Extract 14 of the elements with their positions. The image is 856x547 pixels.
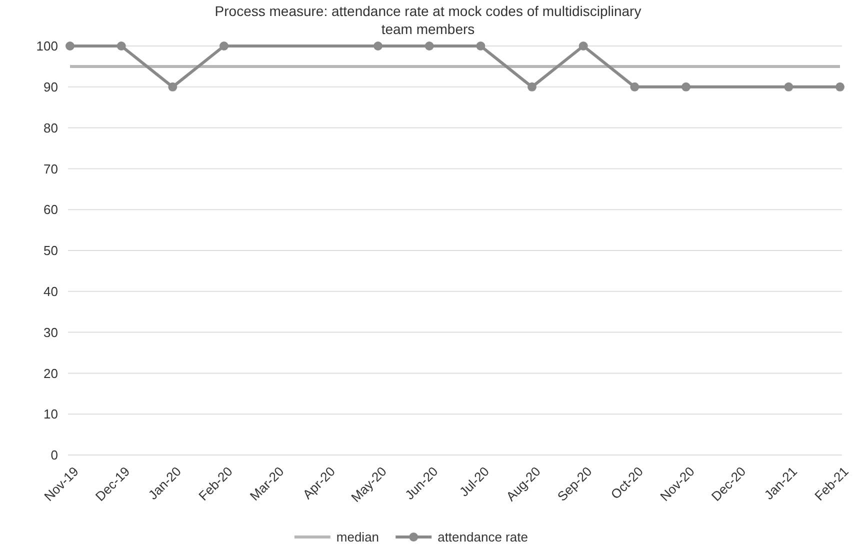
legend-label: attendance rate [438, 530, 528, 545]
y-tick-label: 10 [44, 406, 58, 422]
y-tick-label: 80 [44, 120, 58, 136]
y-tick-label: 50 [44, 243, 58, 258]
chart-title: Process measure: attendance rate at mock codes of multidisciplinary team members [214, 3, 642, 37]
y-tick-label: 60 [44, 202, 58, 218]
y-tick-label: 40 [44, 284, 58, 299]
y-tick-label: 70 [44, 161, 58, 176]
y-tick-label: 30 [44, 324, 58, 340]
legend-label: median [336, 530, 380, 545]
y-tick-label: 90 [44, 79, 58, 94]
y-tick-label: 0 [50, 448, 58, 463]
y-tick-label: 20 [44, 366, 58, 381]
y-tick-label: 100 [36, 38, 58, 54]
